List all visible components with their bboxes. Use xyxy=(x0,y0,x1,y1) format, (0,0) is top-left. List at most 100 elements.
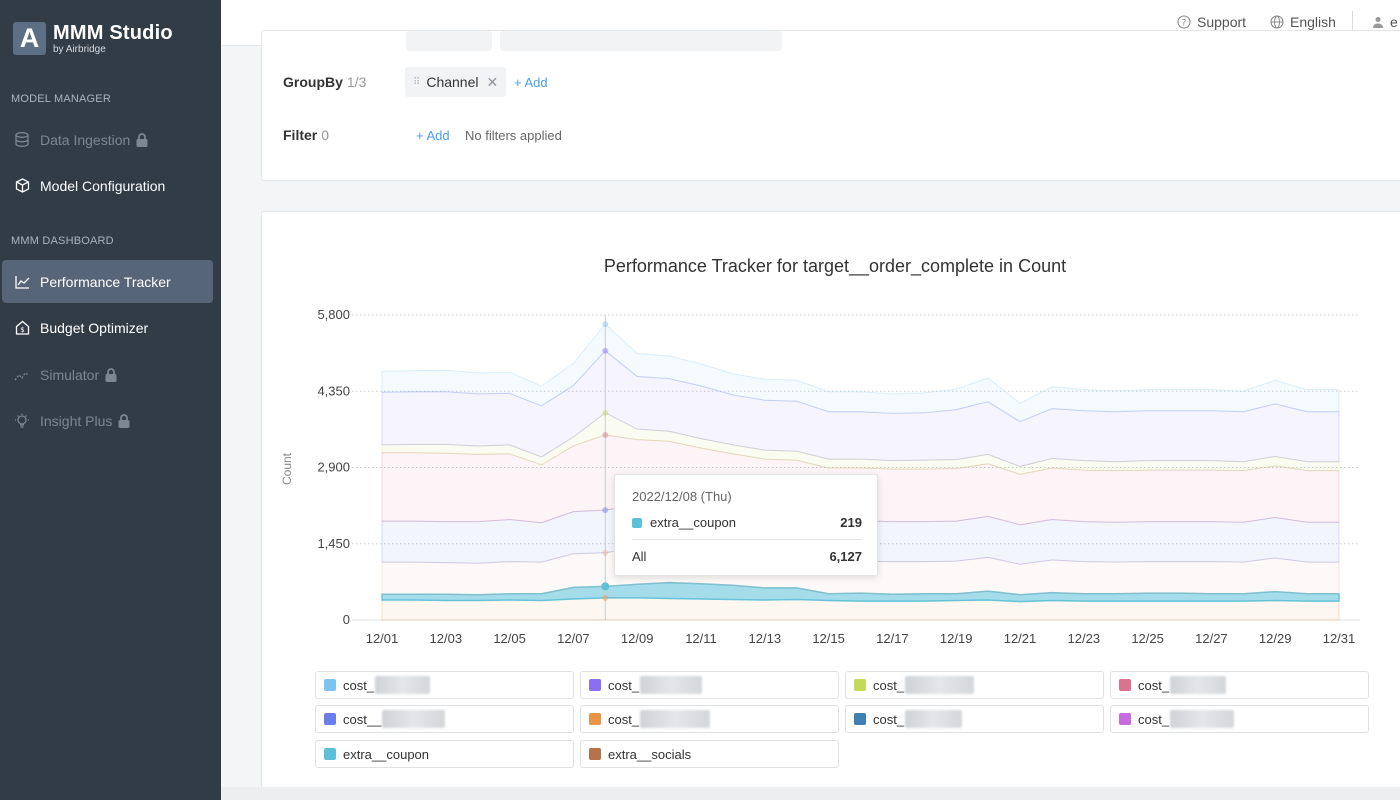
brand-logo: A xyxy=(13,22,46,55)
sidebar-item-insight-plus[interactable]: Insight Plus xyxy=(2,399,213,442)
tooltip-all-value: 6,127 xyxy=(829,549,862,564)
query-card: GroupBy 1/3 ⠿ Channel ✕ + Add Filter 0 + A… xyxy=(261,30,1400,181)
groupby-add-button[interactable]: + Add xyxy=(514,75,548,90)
legend-swatch xyxy=(589,748,601,760)
sidebar-item-label: Performance Tracker xyxy=(40,273,171,290)
legend-item[interactable]: cost_ xyxy=(845,705,1104,733)
legend-item[interactable]: cost_ xyxy=(1110,705,1369,733)
x-tick-label: 12/19 xyxy=(940,631,973,646)
legend-swatch xyxy=(589,679,601,691)
redacted-text xyxy=(382,710,446,728)
legend-item[interactable]: extra__socials xyxy=(580,740,839,768)
legend-item[interactable]: cost_ xyxy=(315,671,574,699)
groupby-chip-channel[interactable]: ⠿ Channel ✕ xyxy=(405,67,507,97)
sidebar-item-label: Insight Plus xyxy=(40,412,113,429)
x-tick-label: 12/09 xyxy=(621,631,654,646)
x-tick-label: 12/21 xyxy=(1004,631,1037,646)
legend-swatch xyxy=(854,713,866,725)
sidebar-item-data-ingestion[interactable]: Data Ingestion xyxy=(2,118,213,161)
legend-label: cost_ xyxy=(1138,677,1170,693)
house-dollar-icon: $ xyxy=(14,320,30,336)
legend-swatch xyxy=(854,679,866,691)
app-subtitle: by Airbridge xyxy=(53,43,106,55)
tooltip-all-label: All xyxy=(632,549,647,564)
user-initial: e xyxy=(1390,14,1398,30)
legend-label: cost_ xyxy=(873,711,905,727)
sparkline-icon xyxy=(14,367,30,383)
sidebar: A MMM Studio by Airbridge MODEL MANAGER … xyxy=(0,0,221,800)
series-area-cost_1[interactable] xyxy=(381,350,1340,467)
x-tick-label: 12/31 xyxy=(1323,631,1356,646)
chart-title: Performance Tracker for target__order_co… xyxy=(604,256,1066,277)
tooltip-date: 2022/12/08 (Thu) xyxy=(632,489,732,504)
x-tick-label: 12/07 xyxy=(557,631,590,646)
legend-item[interactable]: cost_ xyxy=(580,671,839,699)
drag-handle-icon[interactable]: ⠿ xyxy=(413,76,420,88)
legend-item[interactable]: extra__coupon xyxy=(315,740,574,768)
legend-swatch xyxy=(1119,679,1131,691)
ghost-input xyxy=(500,31,782,51)
section-model-manager: MODEL MANAGER xyxy=(11,93,111,105)
sidebar-item-performance-tracker[interactable]: Performance Tracker xyxy=(2,260,213,303)
language-selector[interactable]: English xyxy=(1270,14,1336,30)
brand[interactable]: A MMM Studio by Airbridge xyxy=(13,22,173,55)
legend-swatch xyxy=(1119,713,1131,725)
legend-item[interactable]: cost_ xyxy=(1110,671,1369,699)
redacted-text xyxy=(905,710,963,728)
x-tick-label: 12/13 xyxy=(749,631,782,646)
sidebar-item-simulator[interactable]: Simulator xyxy=(2,353,213,396)
close-icon[interactable]: ✕ xyxy=(486,73,499,90)
y-tick-label: 2,900 xyxy=(317,460,350,475)
x-tick-label: 12/29 xyxy=(1259,631,1292,646)
y-axis-label: Count xyxy=(280,452,294,485)
chart-line-icon xyxy=(14,274,30,290)
cube-icon xyxy=(14,178,30,194)
filter-add-button[interactable]: + Add xyxy=(416,128,450,143)
x-tick-label: 12/15 xyxy=(812,631,845,646)
legend-swatch xyxy=(324,679,336,691)
tooltip-series-value: 219 xyxy=(840,515,862,530)
chart-tooltip: 2022/12/08 (Thu) extra__coupon 219 All 6… xyxy=(614,474,878,576)
tooltip-divider xyxy=(632,539,862,540)
globe-icon xyxy=(1270,15,1284,29)
legend-swatch xyxy=(324,713,336,725)
no-filters-text: No filters applied xyxy=(465,128,562,143)
tooltip-total-row: All 6,127 xyxy=(632,549,862,564)
lock-icon xyxy=(105,367,117,382)
filter-label-text: Filter xyxy=(283,127,318,143)
legend-item[interactable]: cost_ xyxy=(845,671,1104,699)
user-menu[interactable]: e xyxy=(1372,14,1398,30)
language-label: English xyxy=(1290,14,1336,30)
lock-icon xyxy=(136,132,148,147)
tooltip-series-row: extra__coupon 219 xyxy=(632,515,862,530)
legend-label: extra__socials xyxy=(608,746,692,762)
legend-item[interactable]: cost__ xyxy=(315,705,574,733)
sidebar-item-label: Model Configuration xyxy=(40,177,166,194)
legend-swatch xyxy=(589,713,601,725)
redacted-text xyxy=(1170,676,1227,694)
series-area-extra__coupon[interactable] xyxy=(381,581,1340,603)
sidebar-item-budget-optimizer[interactable]: $ Budget Optimizer xyxy=(2,306,213,349)
legend-label: cost_ xyxy=(608,677,640,693)
sidebar-item-label: Budget Optimizer xyxy=(40,319,149,336)
y-tick-label: 0 xyxy=(343,612,350,627)
legend-item[interactable]: cost_ xyxy=(580,705,839,733)
groupby-label-text: GroupBy xyxy=(283,74,343,90)
groupby-count: 1/3 xyxy=(346,74,367,90)
x-tick-label: 12/23 xyxy=(1068,631,1101,646)
section-mmm-dashboard: MMM DASHBOARD xyxy=(11,235,114,247)
x-tick-label: 12/03 xyxy=(430,631,463,646)
support-link[interactable]: ? Support xyxy=(1177,14,1246,30)
x-tick-label: 12/27 xyxy=(1195,631,1228,646)
x-tick-label: 12/01 xyxy=(366,631,399,646)
hover-point xyxy=(602,347,609,354)
series-area-cost_0[interactable] xyxy=(381,323,1340,423)
user-icon xyxy=(1373,17,1383,28)
bulb-icon xyxy=(14,413,30,429)
sidebar-item-model-configuration[interactable]: Model Configuration xyxy=(2,164,213,207)
x-tick-label: 12/05 xyxy=(493,631,526,646)
filter-label: Filter 0 xyxy=(283,127,329,143)
svg-text:$: $ xyxy=(20,326,24,334)
legend-label: cost_ xyxy=(343,677,375,693)
series-area-cost_2[interactable] xyxy=(381,412,1340,475)
